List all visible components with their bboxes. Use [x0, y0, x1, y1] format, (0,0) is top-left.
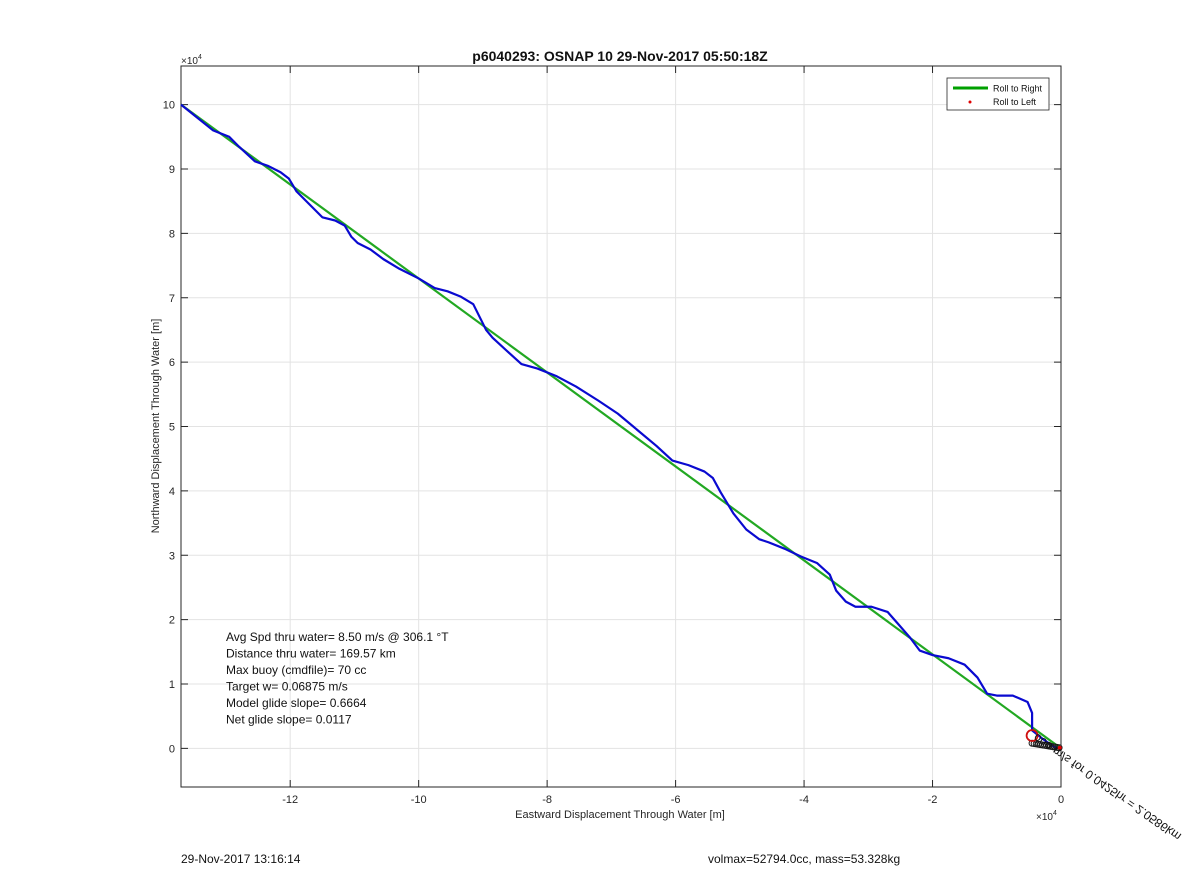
annotation-line: Target w= 0.06875 m/s	[226, 680, 348, 694]
annotation-line: Max buoy (cmdfile)= 70 cc	[226, 663, 366, 677]
y-tick-label: 10	[163, 100, 175, 112]
x-tick-label: -12	[282, 794, 298, 806]
y-tick-label: 7	[169, 293, 175, 305]
x-tick-label: -6	[671, 794, 681, 806]
y-axis-label: Northward Displacement Through Water [m]	[150, 319, 162, 534]
y-exponent-power: 4	[198, 54, 202, 61]
footer-timestamp: 29-Nov-2017 13:16:14	[181, 852, 301, 866]
x-axis-exponent: ×104	[1036, 810, 1057, 823]
legend: Roll to Right Roll to Left	[946, 77, 1050, 111]
x-tick-label: -2	[928, 794, 938, 806]
roll-to-left-marker	[1025, 729, 1039, 742]
series-trajectory-line	[180, 103, 1059, 750]
x-tick-label: -4	[799, 794, 809, 806]
origin-cluster-marker	[1055, 744, 1063, 752]
legend-label-roll-left: Roll to Left	[993, 97, 1037, 107]
origin-point	[1057, 745, 1062, 750]
annotation-line: Avg Spd thru water= 8.50 m/s @ 306.1 °T	[226, 630, 449, 644]
x-tick-label: 0	[1058, 794, 1064, 806]
x-tick-label: -10	[411, 794, 427, 806]
legend-dot-roll-left	[968, 100, 972, 104]
y-exponent-base: 10	[187, 56, 199, 67]
series-roll-to-right-line	[180, 103, 1062, 750]
legend-box	[946, 77, 1050, 111]
y-tick-label: 1	[169, 679, 175, 691]
footer-info: volmax=52794.0cc, mass=53.328kg	[708, 852, 901, 866]
x-tick-label: -8	[542, 794, 552, 806]
y-tick-label: 3	[169, 550, 175, 562]
series-layer	[180, 103, 1063, 752]
annotation-line: Model glide slope= 0.6664	[226, 696, 367, 710]
annotation-line: Distance thru water= 169.57 km	[226, 647, 396, 661]
annotation-line: Net glide slope= 0.0117	[226, 713, 352, 727]
y-tick-label: 2	[169, 615, 175, 627]
chart-title: p6040293: OSNAP 10 29-Nov-2017 05:50:18Z	[472, 48, 768, 64]
y-tick-label: 5	[169, 422, 175, 434]
x-axis-label: Eastward Displacement Through Water [m]	[515, 809, 725, 821]
x-exponent-base: 10	[1042, 812, 1054, 823]
y-tick-label: 8	[169, 228, 175, 240]
y-tick-label: 9	[169, 164, 175, 176]
annotations-layer: Avg Spd thru water= 8.50 m/s @ 306.1 °T D…	[226, 630, 449, 727]
y-axis-exponent: ×104	[181, 54, 202, 67]
y-tick-label: 0	[169, 743, 175, 755]
legend-label-roll-right: Roll to Right	[993, 84, 1043, 94]
y-tick-label: 6	[169, 357, 175, 369]
y-tick-label: 4	[169, 486, 175, 498]
x-exponent-power: 4	[1053, 810, 1057, 817]
ticks-layer: -12 -10 -8 -6 -4 -2 0 0 1 2 3 4 5 6 7 8 9 10	[163, 66, 1064, 806]
